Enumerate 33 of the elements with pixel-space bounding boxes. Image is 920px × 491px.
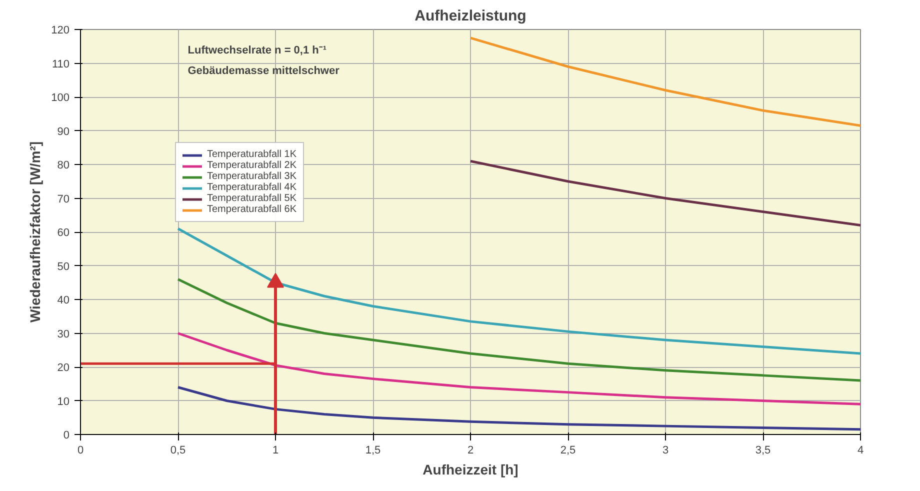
legend-label: Temperaturabfall 2K [207,160,296,171]
y-tick-label: 10 [57,396,70,408]
x-tick-label: 1,5 [365,444,381,456]
annotation: Gebäudemasse mittelschwer [188,64,340,77]
y-tick-label: 70 [57,193,70,206]
y-tick-label: 100 [51,92,70,104]
y-tick-label: 0 [63,430,70,442]
x-tick-label: 3 [662,444,669,456]
y-tick-label: 20 [57,362,70,374]
y-tick-label: 80 [57,160,70,172]
legend-label: Temperaturabfall 4K [207,182,296,193]
y-tick-label: 90 [57,126,70,138]
x-tick-label: 4 [857,444,864,456]
legend-label: Temperaturabfall 5K [207,193,296,204]
y-tick-label: 120 [51,24,70,36]
x-tick-label: 0,5 [170,444,186,456]
annotation: Luftwechselrate n = 0,1 h⁻¹ [188,44,327,56]
legend-label: Temperaturabfall 6K [207,204,296,215]
legend-label: Temperaturabfall 3K [207,171,296,182]
x-tick-label: 1 [272,444,279,456]
x-tick-label: 2 [467,444,474,456]
x-tick-label: 2,5 [560,444,576,456]
y-tick-label: 110 [52,58,70,70]
y-tick-label: 40 [57,294,70,306]
x-tick-label: 3,5 [755,444,771,456]
x-tick-label: 0 [77,444,84,456]
y-tick-label: 50 [57,260,70,273]
y-tick-label: 60 [57,227,70,239]
y-tick-label: 30 [57,328,70,340]
y-axis-title: Wiederaufheizfaktor [W/m²] [27,141,44,323]
legend-label: Temperaturabfall 1K [207,149,296,160]
chart-title: Aufheizleistung [414,8,526,24]
x-axis-title: Aufheizzeit [h] [422,462,518,478]
